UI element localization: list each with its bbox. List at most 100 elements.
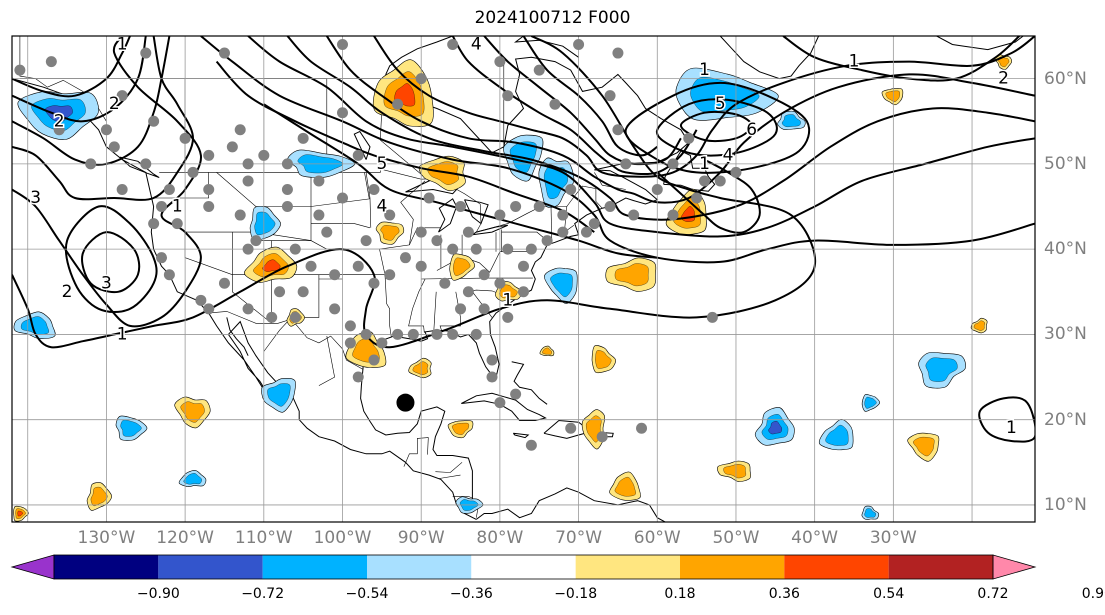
lat-tick-label: 10°N xyxy=(1044,494,1087,515)
station-marker xyxy=(163,183,175,195)
anomaly-patch xyxy=(717,460,752,482)
station-marker xyxy=(250,235,262,247)
station-marker xyxy=(494,56,506,68)
border-segment xyxy=(318,336,335,386)
station-marker xyxy=(242,158,254,170)
station-marker xyxy=(486,371,498,383)
lon-tick-label: 30°W xyxy=(869,528,917,548)
contour-label: 1 xyxy=(849,52,860,72)
station-marker xyxy=(612,47,624,59)
station-marker xyxy=(305,260,317,272)
anomaly-patch xyxy=(449,253,476,281)
patch-level xyxy=(183,473,202,485)
colorbar-swatch xyxy=(471,555,576,579)
station-marker xyxy=(281,201,293,213)
colorbar-swatch xyxy=(784,555,889,579)
border-segment xyxy=(476,508,479,518)
patch-level xyxy=(427,161,459,185)
colorbar-tick-label: −0.36 xyxy=(449,586,493,602)
coast-central-am-east xyxy=(360,36,690,501)
patch-level xyxy=(120,419,142,437)
contour-label: 3 xyxy=(30,188,41,208)
plot-title: 2024100712 F000 xyxy=(474,8,631,28)
station-marker xyxy=(281,158,293,170)
colorbar-swatch xyxy=(680,555,785,579)
station-marker xyxy=(329,269,341,281)
station-marker xyxy=(297,286,309,298)
station-marker xyxy=(431,235,443,247)
station-marker xyxy=(470,328,482,340)
station-marker xyxy=(297,132,309,144)
border-segment xyxy=(435,462,463,473)
station-marker xyxy=(226,141,238,153)
station-marker xyxy=(518,260,529,272)
station-marker xyxy=(344,320,356,332)
station-marker xyxy=(313,175,325,187)
border-segment xyxy=(159,168,603,233)
station-marker xyxy=(85,158,97,170)
station-marker xyxy=(116,90,128,102)
station-marker xyxy=(352,371,364,383)
lon-tick-label: 100°W xyxy=(313,528,372,548)
station-marker xyxy=(187,166,199,178)
station-marker xyxy=(447,39,459,51)
station-marker xyxy=(360,235,372,247)
station-marker xyxy=(156,201,168,213)
anomaly-patch xyxy=(861,505,880,520)
coast-lake-erie xyxy=(472,224,508,236)
patch-level xyxy=(550,272,573,298)
patch-level xyxy=(90,486,108,506)
anomaly-patch xyxy=(178,469,207,487)
coast-bahamas xyxy=(511,361,548,405)
station-marker xyxy=(337,39,349,51)
border-segment xyxy=(439,474,461,479)
station-marker xyxy=(337,192,349,204)
map-frame xyxy=(11,35,1036,523)
colorbar-tick-label: −0.18 xyxy=(554,586,598,602)
station-marker xyxy=(557,226,569,238)
border-segment xyxy=(207,311,364,370)
station-marker xyxy=(439,277,451,289)
station-marker xyxy=(549,98,561,110)
border-segment xyxy=(409,227,441,246)
station-marker xyxy=(533,64,545,76)
colorbar-tick-label: 0.18 xyxy=(664,586,696,602)
contour-label: 4 xyxy=(471,35,482,55)
patch-level xyxy=(925,357,958,382)
lon-tick-label: 60°W xyxy=(633,528,681,548)
colorbar-tick-label: 0.54 xyxy=(873,586,905,602)
colorbar-frame xyxy=(53,554,994,580)
station-marker xyxy=(313,209,325,221)
station-marker xyxy=(612,124,624,136)
station-marker xyxy=(620,158,632,170)
patch-level xyxy=(864,508,876,518)
border-segment xyxy=(433,291,437,332)
station-marker xyxy=(415,226,427,238)
patch-level xyxy=(380,225,400,241)
station-marker xyxy=(447,328,459,340)
patch-level xyxy=(913,436,935,457)
contour-line xyxy=(655,98,778,157)
station-marker xyxy=(628,209,640,221)
contour-label: 1 xyxy=(502,290,513,310)
patch-level xyxy=(825,424,849,446)
contour-line xyxy=(12,36,171,166)
station-marker xyxy=(565,183,577,195)
station-marker xyxy=(525,439,537,451)
patch-level xyxy=(412,361,429,375)
station-marker xyxy=(462,226,474,238)
lon-tick-label: 120°W xyxy=(156,528,214,548)
station-marker xyxy=(447,243,459,255)
gridlines xyxy=(12,36,1035,522)
anomaly-patch xyxy=(970,317,988,334)
patch-level xyxy=(542,347,552,355)
station-marker xyxy=(100,124,112,136)
contour-label: 1 xyxy=(1006,418,1017,438)
lon-tick-label: 50°W xyxy=(712,528,760,548)
station-marker xyxy=(344,337,356,349)
contour-line xyxy=(200,36,1035,264)
contour-line xyxy=(12,36,131,98)
